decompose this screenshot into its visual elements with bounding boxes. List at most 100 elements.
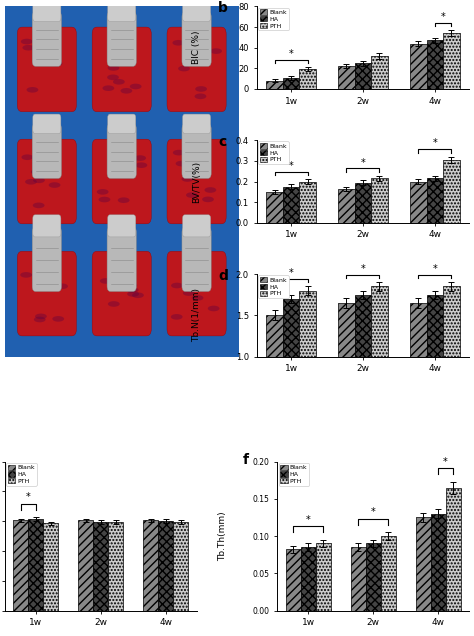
Bar [43, 523, 58, 611]
Text: d: d [219, 269, 228, 283]
Bar [338, 303, 355, 357]
Bar [427, 41, 443, 89]
FancyBboxPatch shape [17, 27, 76, 112]
Ellipse shape [183, 290, 195, 296]
Ellipse shape [171, 314, 182, 320]
Bar [427, 179, 443, 223]
Bar [416, 518, 431, 611]
Bar [427, 294, 443, 357]
Ellipse shape [35, 314, 47, 319]
Ellipse shape [130, 84, 142, 89]
Ellipse shape [176, 161, 187, 167]
FancyBboxPatch shape [32, 11, 62, 66]
Bar [371, 286, 388, 357]
Ellipse shape [173, 40, 184, 46]
Bar [366, 544, 381, 611]
Ellipse shape [120, 88, 132, 93]
Bar [410, 43, 427, 89]
Ellipse shape [187, 275, 199, 281]
Ellipse shape [127, 287, 138, 293]
Ellipse shape [21, 155, 33, 160]
Text: *: * [289, 268, 293, 278]
Bar [13, 520, 28, 611]
Text: Blank: Blank [33, 15, 61, 24]
FancyBboxPatch shape [92, 251, 151, 336]
FancyBboxPatch shape [182, 215, 210, 237]
Bar [266, 315, 283, 357]
Ellipse shape [132, 293, 144, 298]
Ellipse shape [34, 317, 46, 322]
Bar [283, 299, 299, 357]
Bar [355, 63, 371, 89]
Bar [410, 303, 427, 357]
Ellipse shape [36, 40, 47, 46]
FancyBboxPatch shape [182, 2, 210, 22]
Bar [286, 550, 301, 611]
Ellipse shape [27, 87, 38, 93]
Ellipse shape [108, 301, 120, 307]
FancyBboxPatch shape [182, 11, 211, 66]
Ellipse shape [49, 183, 61, 188]
Bar [355, 294, 371, 357]
Bar [316, 544, 331, 611]
Ellipse shape [136, 162, 147, 168]
FancyBboxPatch shape [108, 2, 136, 22]
Bar [338, 66, 355, 89]
Y-axis label: Tb.Th(mm): Tb.Th(mm) [219, 511, 228, 561]
Bar [283, 78, 299, 89]
Ellipse shape [107, 74, 119, 80]
Bar [283, 186, 299, 223]
FancyBboxPatch shape [33, 114, 61, 134]
FancyBboxPatch shape [92, 27, 151, 112]
Ellipse shape [171, 282, 183, 288]
Ellipse shape [194, 93, 206, 99]
Bar [355, 183, 371, 223]
Legend: Blank, HA, PTH: Blank, HA, PTH [6, 463, 37, 486]
Bar [266, 192, 283, 223]
Ellipse shape [52, 316, 64, 322]
Ellipse shape [20, 272, 32, 278]
Bar [266, 81, 283, 89]
Bar [173, 522, 188, 611]
Text: HA: HA [114, 15, 129, 24]
Ellipse shape [100, 278, 112, 284]
FancyBboxPatch shape [33, 2, 61, 22]
FancyBboxPatch shape [107, 11, 137, 66]
FancyBboxPatch shape [182, 114, 210, 134]
Bar [371, 56, 388, 89]
Ellipse shape [50, 277, 62, 283]
Ellipse shape [99, 197, 110, 202]
Ellipse shape [120, 154, 132, 159]
Bar [93, 522, 108, 611]
FancyBboxPatch shape [33, 215, 61, 237]
Text: *: * [26, 492, 31, 502]
Text: b: b [219, 1, 228, 15]
Ellipse shape [202, 197, 214, 202]
Legend: Blank, HA, PTH: Blank, HA, PTH [258, 275, 289, 298]
Bar [28, 519, 43, 611]
Ellipse shape [33, 177, 45, 183]
Legend: Blank, HA, PTH: Blank, HA, PTH [258, 8, 289, 31]
Bar [299, 69, 316, 89]
Legend: Blank, HA, PTH: Blank, HA, PTH [279, 463, 310, 486]
Ellipse shape [191, 295, 203, 301]
FancyBboxPatch shape [32, 227, 62, 291]
Bar [299, 181, 316, 223]
Text: *: * [306, 515, 311, 525]
FancyBboxPatch shape [107, 124, 137, 179]
FancyBboxPatch shape [92, 139, 151, 224]
FancyBboxPatch shape [17, 139, 76, 224]
Text: c: c [219, 135, 227, 149]
Ellipse shape [126, 282, 137, 288]
Ellipse shape [210, 48, 222, 54]
FancyBboxPatch shape [167, 251, 226, 336]
Bar [301, 547, 316, 611]
FancyBboxPatch shape [108, 114, 136, 134]
Text: *: * [432, 139, 437, 148]
Bar [431, 514, 446, 611]
Bar [143, 520, 158, 611]
FancyBboxPatch shape [182, 227, 211, 291]
Bar [443, 160, 460, 223]
Ellipse shape [182, 176, 193, 182]
Y-axis label: BIC (%): BIC (%) [192, 31, 201, 64]
